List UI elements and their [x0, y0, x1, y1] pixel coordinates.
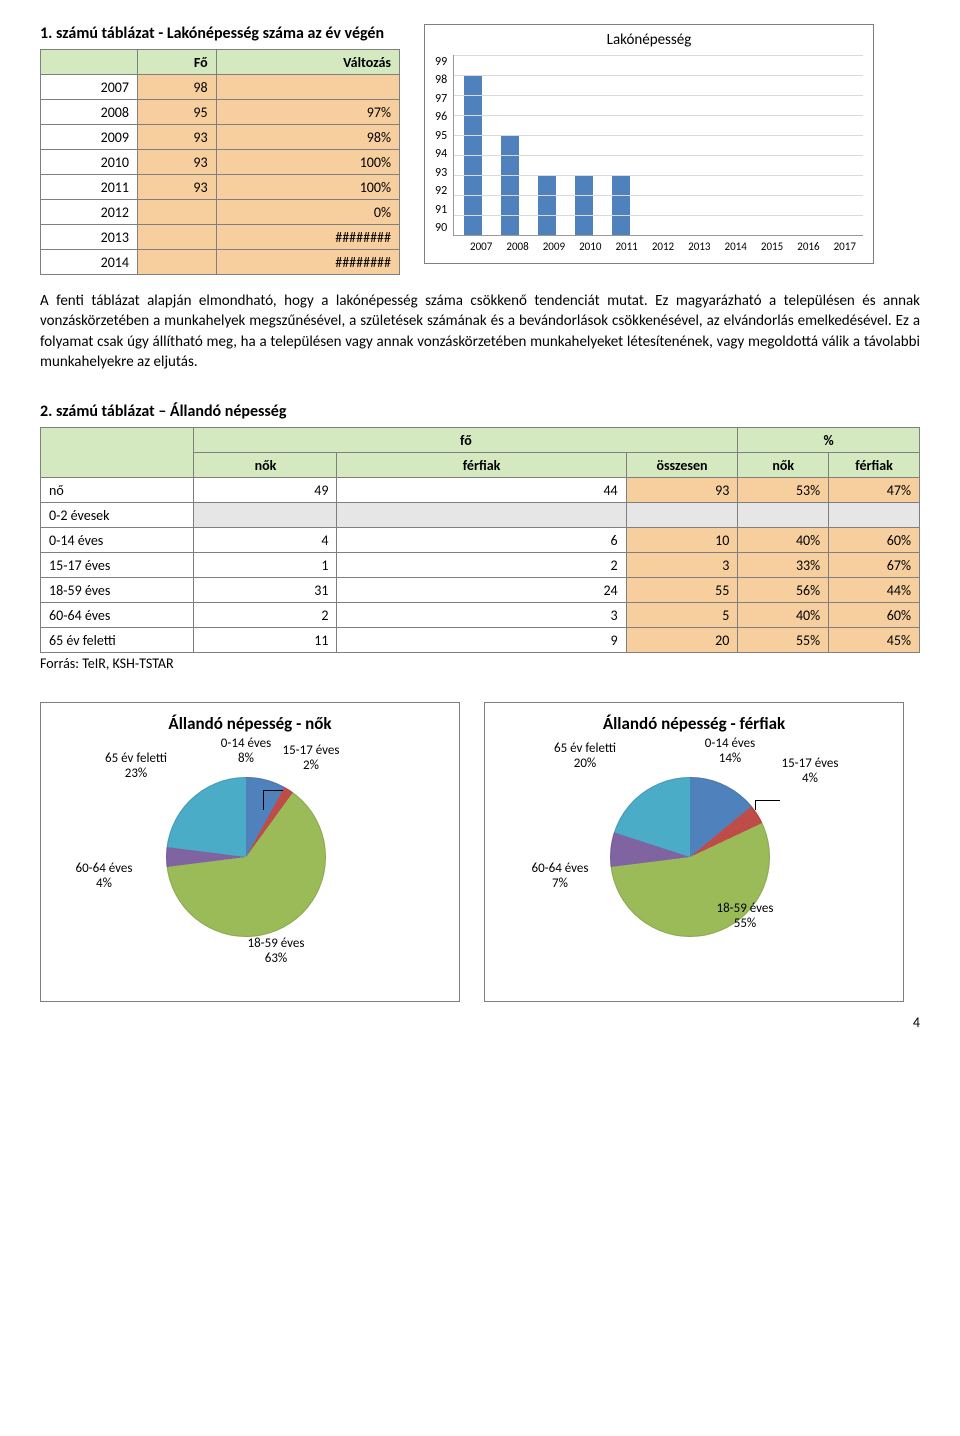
table1: Fő Változás 20079820089597%20099398%2010… [40, 49, 400, 275]
pie-label: 18-59 éves55% [715, 902, 775, 932]
table1-hdr-valt: Változás [216, 50, 399, 75]
bar-y-axis: 99989796959493929190 [435, 55, 453, 235]
table-row: 15-17 éves12333%67% [41, 553, 920, 578]
table2: fő % nők férfiak összesen nők férfiak nő… [40, 427, 920, 653]
table-row: 20089597% [41, 100, 400, 125]
pie1-title: Állandó népesség - nők [51, 713, 449, 734]
pie-chart-ferfiak: Állandó népesség - férfiak 0-14 éves14% 1… [484, 702, 904, 1002]
pie-label: 0-14 éves8% [216, 737, 276, 767]
pie-label: 65 év feletti23% [101, 752, 171, 782]
table-row: 20120% [41, 200, 400, 225]
bar [575, 175, 593, 235]
table-row: 200798 [41, 75, 400, 100]
table-row: 201193100% [41, 175, 400, 200]
table1-hdr-fo: Fő [138, 50, 217, 75]
t2-sub-pfer: férfiak [829, 453, 920, 478]
pie-circle [166, 777, 326, 937]
t2-hdr-pct: % [738, 428, 920, 453]
table2-title: 2. számú táblázat – Állandó népesség [40, 402, 920, 421]
table-row: 2013######## [41, 225, 400, 250]
bar-chart: Lakónépesség 99989796959493929190 200720… [424, 24, 874, 264]
pie-label: 65 év feletti20% [550, 742, 620, 772]
bar-x-axis: 2007200820092010201120122013201420152016… [463, 240, 863, 253]
table1-title: 1. számú táblázat - Lakónépesség száma a… [40, 24, 400, 43]
page-number: 4 [40, 1014, 920, 1031]
table-row: 18-59 éves31245556%44% [41, 578, 920, 603]
table-row: 60-64 éves23540%60% [41, 603, 920, 628]
table-row: 0-2 évesek [41, 503, 920, 528]
bar [538, 175, 556, 235]
pie-label: 0-14 éves14% [695, 737, 765, 767]
bar [612, 175, 630, 235]
t2-sub-ferfiak: férfiak [337, 453, 626, 478]
bar-plot-area [453, 55, 863, 236]
t2-sub-osszesen: összesen [626, 453, 738, 478]
explanation-paragraph: A fenti táblázat alapján elmondható, hog… [40, 291, 920, 372]
table-row: 20099398% [41, 125, 400, 150]
pie2-title: Állandó népesség - férfiak [495, 713, 893, 734]
table-row: 201093100% [41, 150, 400, 175]
table-row: 65 év feletti1192055%45% [41, 628, 920, 653]
pie-chart-nok: Állandó népesség - nők 0-14 éves8%15-17 … [40, 702, 460, 1002]
table-row: 2014######## [41, 250, 400, 275]
bar [501, 135, 519, 235]
t2-sub-nok: nők [194, 453, 337, 478]
table-row: 0-14 éves461040%60% [41, 528, 920, 553]
pie-label: 15-17 éves2% [281, 744, 341, 774]
pie-label: 60-64 éves7% [525, 862, 595, 892]
bar-chart-title: Lakónépesség [435, 31, 863, 49]
t2-sub-pnok: nők [738, 453, 829, 478]
t2-hdr-fo: fő [194, 428, 738, 453]
pie-label: 15-17 éves4% [780, 757, 840, 787]
pie-label: 60-64 éves4% [69, 862, 139, 892]
table-row: nő49449353%47% [41, 478, 920, 503]
table2-source: Forrás: TeIR, KSH-TSTAR [40, 655, 920, 672]
pie-label: 18-59 éves63% [246, 937, 306, 967]
